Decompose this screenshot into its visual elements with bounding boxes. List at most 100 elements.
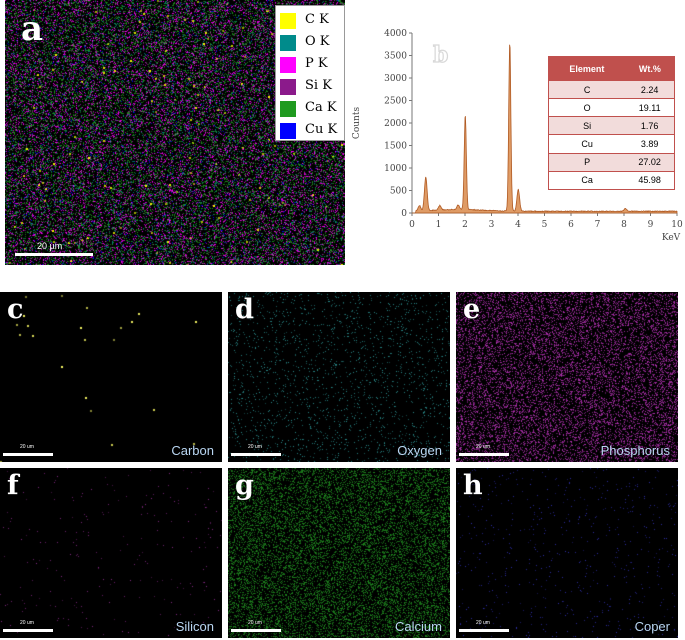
table-row: Si 1.76 bbox=[548, 116, 675, 136]
element-map-image bbox=[456, 292, 678, 462]
panel-label-a: a bbox=[21, 9, 44, 49]
panel-label-e: e bbox=[463, 294, 481, 325]
x-tick-label: 0 bbox=[409, 220, 415, 230]
panel-label-g: g bbox=[235, 470, 254, 501]
scale-bar bbox=[459, 453, 509, 456]
legend-swatch bbox=[280, 123, 296, 139]
table-cell-wt: 19.11 bbox=[625, 98, 675, 118]
y-tick-label: 500 bbox=[390, 187, 407, 197]
legend-swatch bbox=[280, 13, 296, 29]
spectrum-plot: 0 500 1000 1500 2000 2500 3000 3500 4000 0 1 2 3 4 5 6 7… bbox=[352, 29, 683, 243]
element-map-label: Silicon bbox=[175, 619, 214, 634]
legend-label: C K bbox=[305, 12, 329, 27]
y-tick-label: 1000 bbox=[384, 164, 407, 174]
y-tick-label: 2500 bbox=[384, 97, 407, 107]
scale-bar-label: 20 um bbox=[20, 444, 34, 450]
scale-bar-label: 20 um bbox=[476, 444, 490, 450]
table-row: C 2.24 bbox=[548, 79, 675, 100]
element-map-panel-d: d 20 um Oxygen bbox=[228, 292, 450, 462]
legend-item: O K bbox=[280, 32, 344, 52]
y-tick-label: 1500 bbox=[384, 142, 407, 152]
x-axis-label: KeV bbox=[662, 233, 681, 243]
element-map-panel-g: g 20 um Calcium bbox=[228, 468, 450, 638]
element-map-image bbox=[228, 292, 450, 462]
table-cell-element: C bbox=[548, 79, 626, 100]
scale-bar bbox=[3, 629, 53, 632]
panel-label-d: d bbox=[235, 294, 254, 325]
eds-spectrum-chart: 0 500 1000 1500 2000 2500 3000 3500 4000 0 1 2 3 4 5 6 7… bbox=[345, 20, 685, 250]
scale-bar-label: 20 um bbox=[248, 444, 262, 450]
scale-bar-label-a: 20 µm bbox=[37, 241, 63, 251]
y-tick-label: 2000 bbox=[384, 119, 407, 129]
table-cell-element: Ca bbox=[548, 170, 626, 191]
table-header-wt: Wt.% bbox=[624, 56, 676, 81]
legend-label: Si K bbox=[305, 78, 332, 93]
element-map-label: Oxygen bbox=[397, 443, 442, 458]
legend-item: P K bbox=[280, 54, 344, 74]
y-tick-label: 0 bbox=[401, 209, 407, 219]
element-map-label: Phosphorus bbox=[600, 443, 670, 458]
x-tick-label: 1 bbox=[436, 220, 442, 230]
legend-label: P K bbox=[305, 56, 328, 71]
element-map-image bbox=[456, 468, 678, 638]
table-cell-element: Si bbox=[548, 116, 626, 136]
element-map-image bbox=[0, 292, 222, 462]
table-cell-wt: 45.98 bbox=[625, 170, 675, 191]
x-tick-label: 5 bbox=[542, 220, 548, 230]
legend-swatch bbox=[280, 79, 296, 95]
composition-table: Element Wt.% C 2.24 O 19.11 Si 1.76 Cu 3.89 P 27.… bbox=[548, 56, 676, 191]
panel-label-c: c bbox=[7, 294, 24, 325]
legend-item: Ca K bbox=[280, 98, 344, 118]
element-map-label: Calcium bbox=[395, 619, 442, 634]
scale-bar-a bbox=[15, 253, 93, 256]
scale-bar-label: 20 um bbox=[476, 620, 490, 626]
scale-bar-label: 20 um bbox=[248, 620, 262, 626]
legend-swatch bbox=[280, 101, 296, 117]
element-map-label: Carbon bbox=[171, 443, 214, 458]
panel-label-b: b bbox=[433, 42, 448, 68]
table-cell-element: O bbox=[548, 98, 626, 118]
table-row: O 19.11 bbox=[548, 98, 675, 118]
table-cell-wt: 2.24 bbox=[625, 79, 675, 100]
x-tick-label: 8 bbox=[621, 220, 627, 230]
legend-swatch bbox=[280, 57, 296, 73]
y-tick-label: 3000 bbox=[384, 74, 407, 84]
y-tick-label: 3500 bbox=[384, 52, 407, 62]
table-cell-element: P bbox=[548, 152, 626, 172]
legend-item: C K bbox=[280, 10, 344, 30]
legend-item: Cu K bbox=[280, 120, 344, 140]
panel-label-h: h bbox=[463, 470, 483, 501]
table-cell-element: Cu bbox=[548, 134, 626, 154]
element-map-image bbox=[0, 468, 222, 638]
element-map-panel-c: c 20 um Carbon bbox=[0, 292, 222, 462]
x-tick-label: 10 bbox=[671, 220, 683, 230]
scale-bar bbox=[459, 629, 509, 632]
panel-label-f: f bbox=[7, 470, 19, 501]
x-tick-label: 6 bbox=[568, 220, 574, 230]
scale-bar bbox=[231, 453, 281, 456]
x-tick-label: 7 bbox=[595, 220, 601, 230]
element-map-panel-f: f 20 um Silicon bbox=[0, 468, 222, 638]
legend-swatch bbox=[280, 35, 296, 51]
table-row: Cu 3.89 bbox=[548, 134, 675, 154]
x-tick-label: 2 bbox=[462, 220, 468, 230]
table-cell-wt: 1.76 bbox=[625, 116, 675, 136]
scale-bar bbox=[231, 629, 281, 632]
legend-label: Ca K bbox=[305, 100, 337, 115]
legend-label: O K bbox=[305, 34, 330, 49]
spectrum-line bbox=[412, 44, 678, 214]
legend-item: Si K bbox=[280, 76, 344, 96]
table-cell-wt: 3.89 bbox=[625, 134, 675, 154]
element-map-panel-h: h 20 um Coper bbox=[456, 468, 678, 638]
table-header-element: Element bbox=[548, 56, 626, 81]
element-map-panel-e: e 20 um Phosphorus bbox=[456, 292, 678, 462]
y-tick-label: 4000 bbox=[384, 29, 407, 39]
table-row: P 27.02 bbox=[548, 152, 675, 172]
element-legend: C K O K P K Si K Ca K Cu K bbox=[275, 5, 345, 141]
x-tick-label: 9 bbox=[648, 220, 654, 230]
table-row: Ca 45.98 bbox=[548, 170, 675, 191]
scale-bar bbox=[3, 453, 53, 456]
x-tick-label: 4 bbox=[515, 220, 521, 230]
legend-label: Cu K bbox=[305, 122, 338, 137]
scale-bar-label: 20 um bbox=[20, 620, 34, 626]
